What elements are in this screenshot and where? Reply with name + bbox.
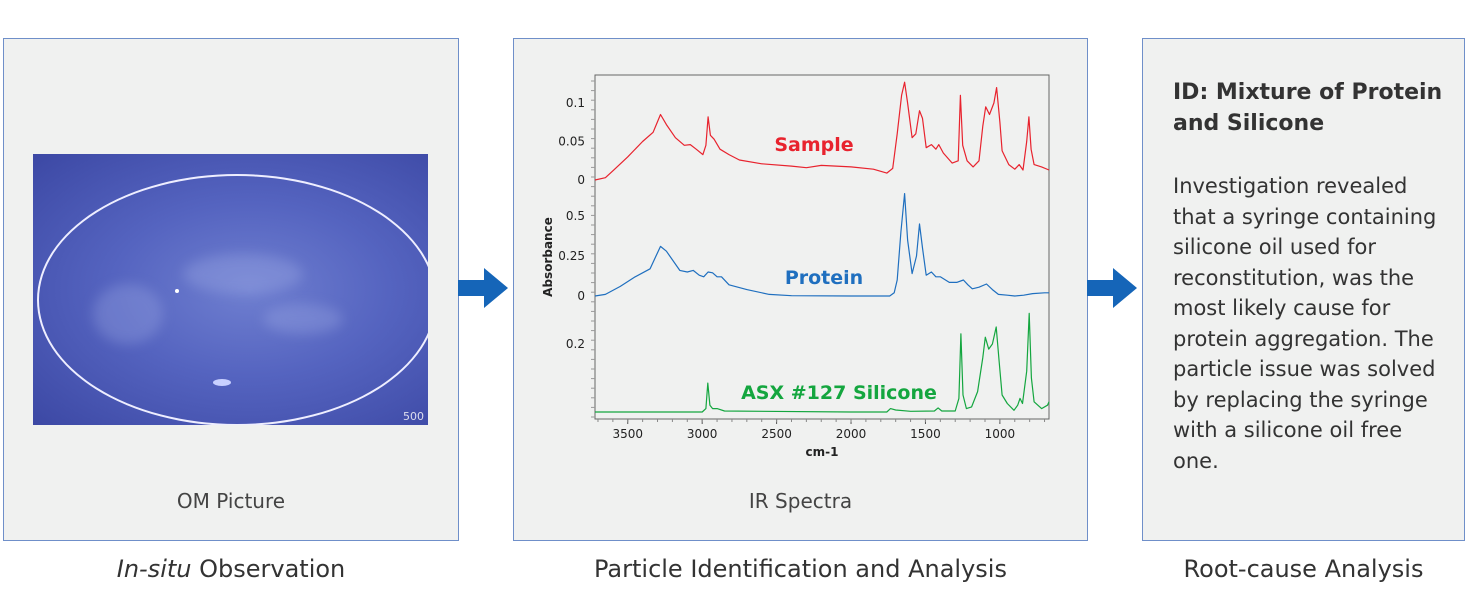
plot-frame xyxy=(594,74,1050,420)
series-label: Sample xyxy=(774,134,853,156)
om-picture: 500 xyxy=(33,154,428,425)
rootcause-description: Investigation revealed that a syringe co… xyxy=(1173,174,1437,473)
series-label: ASX #127 Silicone xyxy=(741,382,937,404)
region-ellipse xyxy=(37,174,428,425)
series-label: Protein xyxy=(785,267,863,289)
scale-label: 500 xyxy=(403,410,424,423)
x-tick-label: 1000 xyxy=(985,427,1016,441)
x-tick-label: 1500 xyxy=(910,427,941,441)
x-tick-label: 3500 xyxy=(612,427,643,441)
ir-caption: IR Spectra xyxy=(748,489,853,513)
spectrum-line-protein xyxy=(594,193,1049,297)
title-italic: In-situ xyxy=(116,555,192,583)
y-tick-label: 0.1 xyxy=(566,96,585,110)
ir-spectra-chart: 3500 3000 2500 2000 1500 1000 cm-1 Absorbance 0 0… xyxy=(541,74,1050,459)
y-tick-label: 0.05 xyxy=(558,135,585,149)
om-caption: OM Picture xyxy=(176,489,286,513)
x-tick-label: 3000 xyxy=(687,427,718,441)
y-tick-label: 0.5 xyxy=(566,209,585,223)
y-axis-label: Absorbance xyxy=(541,217,555,297)
y-tick-label: 0.25 xyxy=(558,249,585,263)
observation-panel: 500 OM Picture xyxy=(3,38,459,541)
rootcause-title: Root-cause Analysis xyxy=(1183,555,1424,583)
spectrum-line-sample xyxy=(594,81,1050,181)
y-tick-label: 0 xyxy=(577,173,585,187)
y-tick-label: 0.2 xyxy=(566,337,585,351)
x-tick-label: 2500 xyxy=(761,427,792,441)
x-axis-label: cm-1 xyxy=(806,445,839,459)
identification-title: Particle Identification and Analysis xyxy=(594,555,1007,583)
identification-result: ID: Mixture of Protein and Silicone xyxy=(1173,80,1443,136)
x-tick-label: 2000 xyxy=(836,427,867,441)
arrow-right-icon xyxy=(1087,268,1137,308)
spectrum-line-asx-127-silicone xyxy=(595,312,1050,413)
title-rest: Observation xyxy=(191,555,346,583)
rootcause-panel: ID: Mixture of Protein and Silicone Inve… xyxy=(1142,38,1465,541)
arrow-right-icon xyxy=(458,268,508,308)
identification-panel: 3500 3000 2500 2000 1500 1000 cm-1 Absorbance 0 0… xyxy=(513,38,1088,541)
observation-title: In-situ Observation xyxy=(3,555,459,583)
y-tick-label: 0 xyxy=(577,289,585,303)
